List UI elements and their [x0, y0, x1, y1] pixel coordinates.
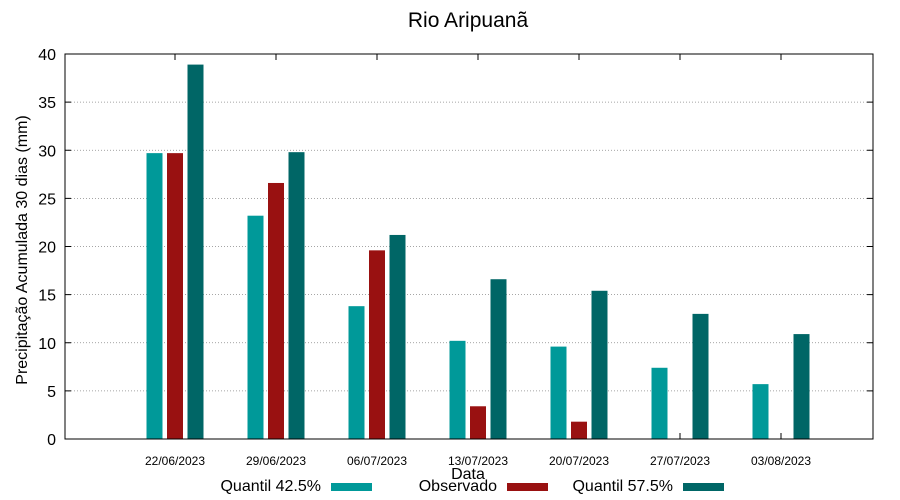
bar [167, 153, 183, 439]
y-tick-label: 25 [38, 191, 56, 208]
y-tick-label: 40 [38, 47, 56, 64]
y-tick-label: 15 [38, 288, 56, 305]
bar [752, 384, 769, 439]
x-tick-label: 03/08/2023 [751, 454, 811, 468]
chart-title: Rio Aripuanã [408, 9, 529, 32]
legend-label: Quantil 42.5% [220, 478, 321, 495]
bar [288, 152, 305, 440]
y-tick-label: 5 [47, 384, 56, 401]
legend-label: Observado [419, 478, 497, 495]
bar [651, 367, 668, 439]
bar [187, 64, 204, 440]
x-tick-label: 22/06/2023 [145, 454, 205, 468]
legend: Quantil 42.5% Observado Quantil 57.5% [220, 478, 724, 495]
y-tick-label: 0 [47, 432, 56, 449]
bar [490, 279, 507, 439]
bars [146, 64, 810, 440]
bar [591, 290, 608, 439]
bar [268, 182, 284, 439]
legend-swatch [683, 483, 724, 491]
y-tick-labels: 0 5 10 15 20 25 30 35 40 [38, 47, 56, 449]
bar [389, 234, 406, 439]
bar [146, 153, 163, 439]
y-tick-label: 10 [38, 336, 56, 353]
y-tick-label: 30 [38, 143, 56, 160]
x-tick-label: 06/07/2023 [347, 454, 407, 468]
plot-frame [64, 53, 874, 440]
grid [65, 53, 873, 440]
bar [247, 215, 264, 439]
bar [348, 306, 365, 439]
x-tick-label: 20/07/2023 [549, 454, 609, 468]
legend-label: Quantil 57.5% [572, 478, 673, 495]
bar [692, 313, 709, 439]
bar [369, 250, 385, 439]
y-axis-label: Precipitação Acumulada 30 dias (mm) [14, 115, 31, 384]
legend-swatch [331, 483, 372, 491]
bar [571, 421, 587, 439]
legend-swatch [507, 483, 548, 491]
bar [793, 334, 810, 439]
y-tick-label: 35 [38, 95, 56, 112]
bar [550, 346, 567, 439]
x-axis-label: Data [451, 466, 485, 483]
y-tick-label: 20 [38, 240, 56, 257]
bar [449, 340, 466, 439]
x-tick-labels: 22/06/2023 29/06/2023 06/07/2023 13/07/2023… [145, 454, 811, 468]
x-tick-label: 27/07/2023 [650, 454, 710, 468]
x-tick-label: 29/06/2023 [246, 454, 306, 468]
x-tick-label: 13/07/2023 [448, 454, 508, 468]
bar [470, 406, 486, 439]
